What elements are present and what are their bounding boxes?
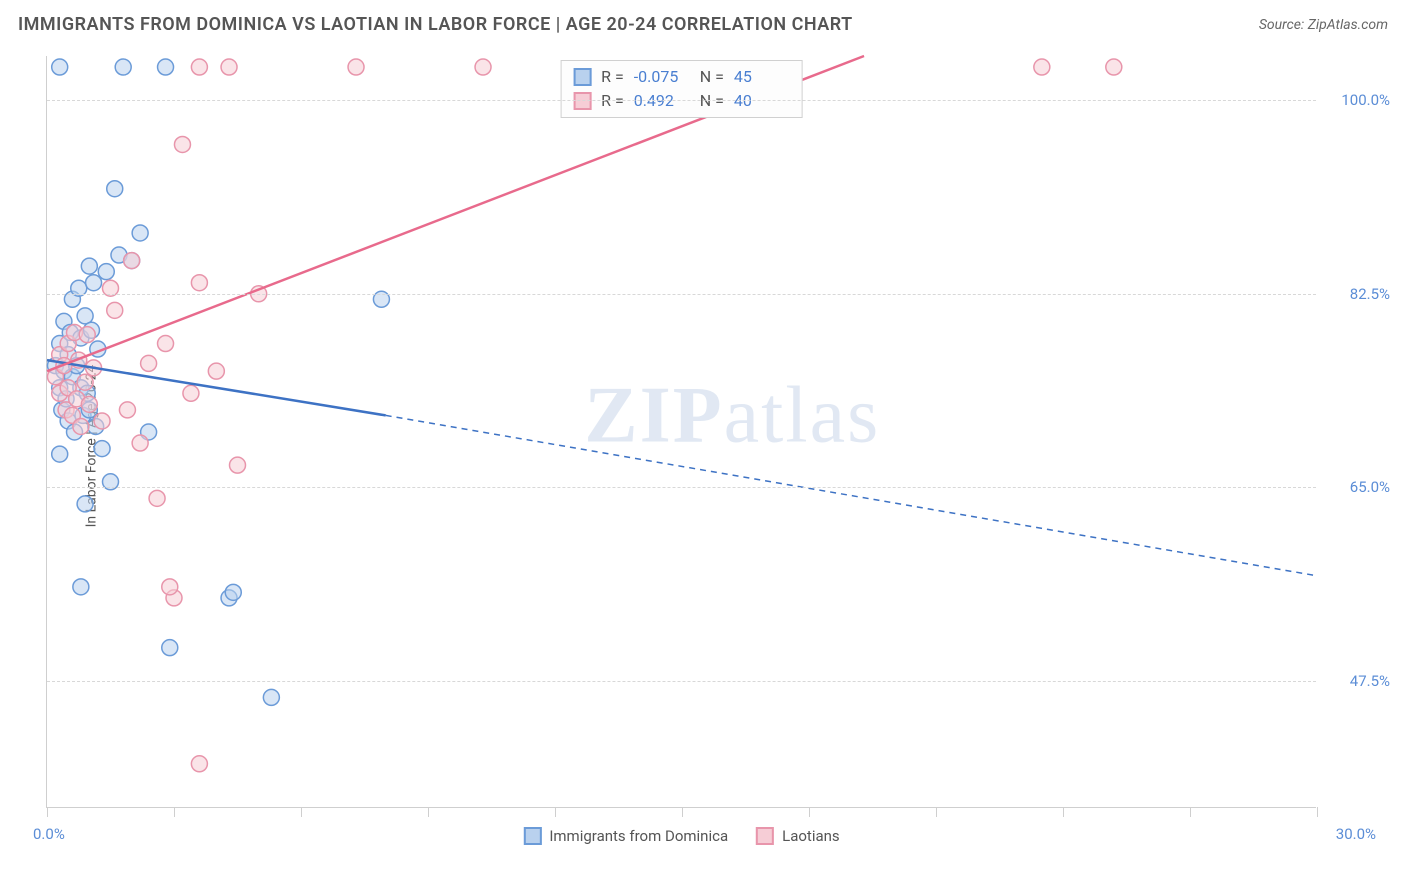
y-tick-label: 47.5% (1322, 672, 1390, 690)
stats-swatch-dominica (573, 68, 591, 86)
data-point (77, 308, 93, 324)
legend-label-dominica: Immigrants from Dominica (549, 827, 728, 845)
legend-bottom: Immigrants from Dominica Laotians (523, 827, 839, 845)
legend-item-dominica: Immigrants from Dominica (523, 827, 728, 845)
data-point (119, 402, 135, 418)
data-point (208, 363, 224, 379)
data-point (79, 327, 95, 343)
x-tick (1063, 807, 1064, 817)
x-min-label: 0.0% (33, 825, 65, 843)
data-point (132, 435, 148, 451)
data-point (52, 59, 68, 75)
data-point (132, 225, 148, 241)
x-tick (428, 807, 429, 817)
data-point (191, 756, 207, 772)
x-tick (682, 807, 683, 817)
legend-item-laotians: Laotians (756, 827, 840, 845)
data-point (475, 59, 491, 75)
data-point (162, 579, 178, 595)
source-label: Source: ZipAtlas.com (1259, 17, 1388, 33)
x-max-label: 30.0% (1336, 825, 1376, 843)
data-point (81, 258, 97, 274)
data-point (230, 457, 246, 473)
stats-n-value-1: 45 (734, 65, 790, 89)
x-tick (1317, 807, 1318, 817)
data-point (162, 640, 178, 656)
gridline-h (47, 294, 1316, 295)
chart-title: IMMIGRANTS FROM DOMINICA VS LAOTIAN IN L… (18, 14, 853, 35)
x-tick (936, 807, 937, 817)
data-point (348, 59, 364, 75)
data-point (174, 136, 190, 152)
data-point (263, 689, 279, 705)
data-point (94, 413, 110, 429)
y-tick-label: 100.0% (1322, 91, 1390, 109)
x-tick (809, 807, 810, 817)
y-tick-label: 65.0% (1322, 478, 1390, 496)
data-point (52, 446, 68, 462)
data-point (107, 181, 123, 197)
gridline-h (47, 487, 1316, 488)
data-point (158, 59, 174, 75)
data-point (98, 264, 114, 280)
data-point (191, 59, 207, 75)
data-point (158, 336, 174, 352)
chart-container: IMMIGRANTS FROM DOMINICA VS LAOTIAN IN L… (0, 0, 1406, 892)
data-point (1106, 59, 1122, 75)
chart-svg (47, 56, 1316, 807)
data-point (94, 441, 110, 457)
data-point (149, 490, 165, 506)
data-point (141, 355, 157, 371)
legend-label-laotians: Laotians (782, 827, 840, 845)
gridline-h (47, 681, 1316, 682)
stats-n-label: N = (700, 65, 724, 89)
data-point (73, 579, 89, 595)
data-point (86, 275, 102, 291)
legend-swatch-dominica (523, 827, 541, 845)
data-point (191, 275, 207, 291)
regression-extrapolation (386, 415, 1317, 575)
data-point (81, 396, 97, 412)
stats-box: R = -0.075 N = 45 R = 0.492 N = 40 (560, 60, 803, 118)
data-point (1034, 59, 1050, 75)
legend-swatch-laotians (756, 827, 774, 845)
gridline-h (47, 100, 1316, 101)
x-tick (174, 807, 175, 817)
data-point (73, 418, 89, 434)
x-tick (301, 807, 302, 817)
data-point (124, 253, 140, 269)
stats-row-1: R = -0.075 N = 45 (573, 65, 790, 89)
x-tick (1190, 807, 1191, 817)
data-point (107, 302, 123, 318)
data-point (183, 385, 199, 401)
data-point (77, 374, 93, 390)
x-tick (555, 807, 556, 817)
data-point (221, 59, 237, 75)
plot-area: ZIPatlas R = -0.075 N = 45 R = 0.492 N =… (46, 56, 1316, 808)
stats-r-label: R = (601, 65, 624, 89)
stats-r-value-1: -0.075 (634, 65, 690, 89)
data-point (77, 496, 93, 512)
title-bar: IMMIGRANTS FROM DOMINICA VS LAOTIAN IN L… (18, 14, 1388, 35)
y-tick-label: 82.5% (1322, 285, 1390, 303)
data-point (225, 584, 241, 600)
x-tick (47, 807, 48, 817)
data-point (115, 59, 131, 75)
